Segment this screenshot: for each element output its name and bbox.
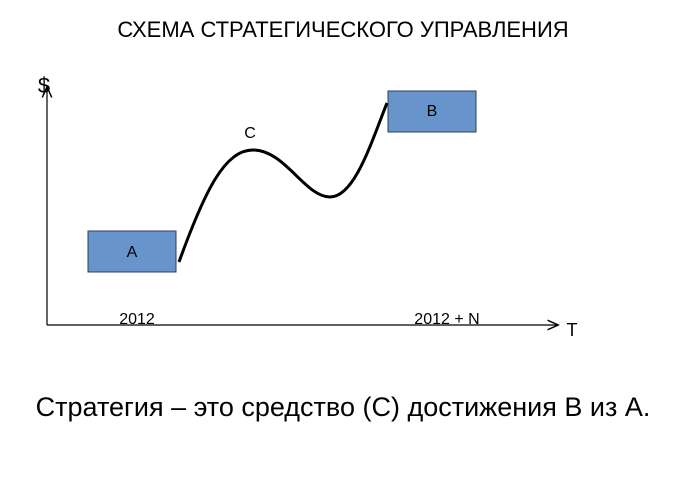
end-box	[387, 90, 477, 133]
x-axis-label: T	[567, 320, 578, 340]
y-axis-label: $	[38, 73, 50, 98]
title: СХЕМА СТРАТЕГИЧЕСКОГО УПРАВЛЕНИЯ	[117, 17, 568, 42]
path-label: C	[244, 125, 256, 142]
end-label: 2012 + N	[414, 311, 479, 328]
end-box-label: B	[427, 103, 438, 120]
start-label: 2012	[119, 311, 155, 328]
strategy-curve	[177, 102, 389, 263]
start-box	[87, 230, 177, 273]
caption: Стратегия – это средство (С) достижения …	[35, 392, 651, 422]
start-box-label: A	[127, 244, 138, 261]
